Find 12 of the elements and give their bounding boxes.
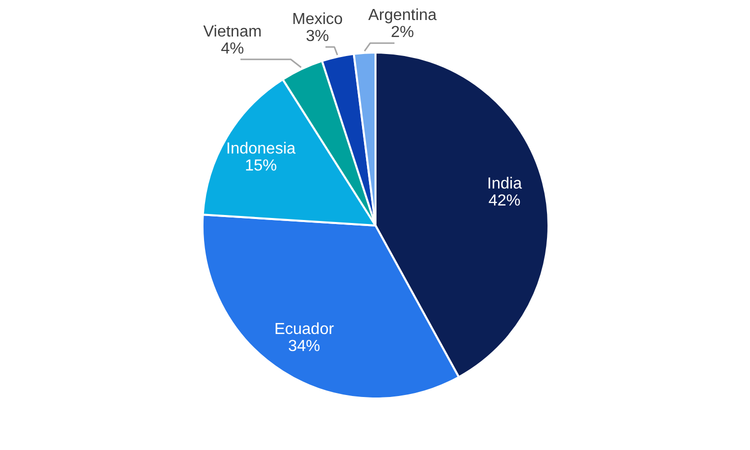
data-label: 34% (288, 338, 320, 355)
slice-label: Vietnam (203, 23, 262, 40)
slice-label: India (487, 175, 522, 192)
data-label: 4% (220, 40, 244, 58)
data-label: 3% (306, 28, 330, 45)
slice-label: Indonesia (226, 140, 296, 158)
slice-label: Argentina (368, 7, 437, 24)
slice-label: Mexico (292, 10, 343, 28)
data-label: 2% (390, 24, 414, 42)
slice-label: Ecuador (274, 320, 335, 338)
data-label: 42% (488, 192, 521, 210)
data-label: 15% (244, 158, 277, 175)
